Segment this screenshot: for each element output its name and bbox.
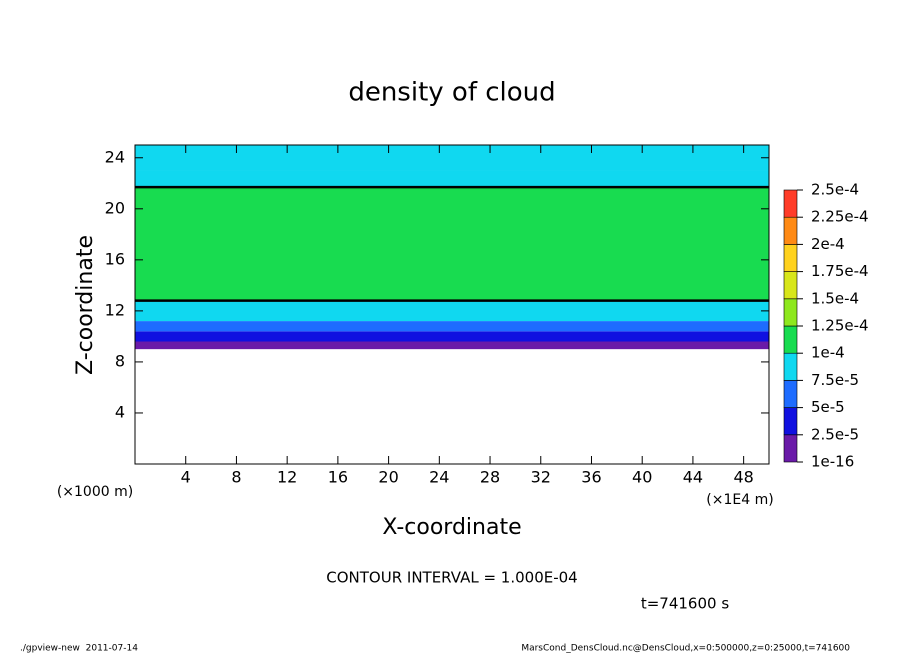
y-tick-label: 16 [105,249,125,268]
colorbar-box [783,298,798,327]
contour-band [135,145,769,171]
contour-band [135,331,769,342]
colorbar-label: 2.5e-4 [811,181,859,199]
colorbar-label: 1.25e-4 [811,317,869,335]
x-axis-label: X-coordinate [382,515,521,540]
colorbar-box [783,352,798,381]
x-tick-label: 48 [733,468,753,487]
contour-interval: CONTOUR INTERVAL = 1.000E-04 [326,569,577,587]
colorbar-label: 5e-5 [811,398,845,416]
colorbar-label: 7.5e-5 [811,371,859,389]
y-axis-label: Z-coordinate [73,235,98,375]
plot-frame [134,144,770,465]
colorbar-box [783,189,798,218]
y-tick-label: 12 [105,300,125,319]
contour-band [135,321,769,332]
x-tick-label: 8 [231,468,241,487]
x-tick-label: 16 [328,468,348,487]
footer-right: MarsCond_DensCloud.nc@DensCloud,x=0:5000… [521,644,850,654]
colorbar-label: 1.5e-4 [811,289,859,307]
x-tick-label: 12 [277,468,297,487]
colorbar-box [783,380,798,408]
colorbar-label: 1e-16 [811,453,854,471]
colorbar-box [783,271,798,300]
footer-left: ./gpview-new 2011-07-14 [20,644,138,654]
time-label: t=741600 s [641,595,729,613]
y-tick-label: 4 [115,402,125,421]
x-tick-label: 32 [531,468,551,487]
x-tick-label: 36 [581,468,601,487]
x-tick-label: 44 [683,468,703,487]
x-unit: (×1E4 m) [706,492,773,508]
colorbar-label: 1e-4 [811,344,845,362]
colorbar-label: 2e-4 [811,235,845,253]
x-tick-label: 20 [378,468,398,487]
x-tick-label: 24 [429,468,449,487]
y-tick-label: 24 [105,147,125,166]
colorbar-label: 2.5e-5 [811,425,859,443]
contour-band [135,187,769,301]
colorbar-box [783,407,798,436]
colorbar-box [783,216,798,245]
contour-band [135,300,769,322]
colorbar-box [783,244,798,272]
colorbar-box [783,434,798,463]
y-tick-label: 20 [105,198,125,217]
colorbar-label: 1.75e-4 [811,262,869,280]
colorbar-box [783,325,798,354]
x-tick-label: 28 [480,468,500,487]
x-tick-label: 40 [632,468,652,487]
x-tick-label: 4 [181,468,191,487]
chart-title: density of cloud [348,78,555,108]
y-tick-label: 8 [115,351,125,370]
contour-band [135,170,769,188]
contour-band [135,341,769,350]
colorbar-label: 2.25e-4 [811,208,869,226]
y-unit: (×1000 m) [57,484,133,500]
